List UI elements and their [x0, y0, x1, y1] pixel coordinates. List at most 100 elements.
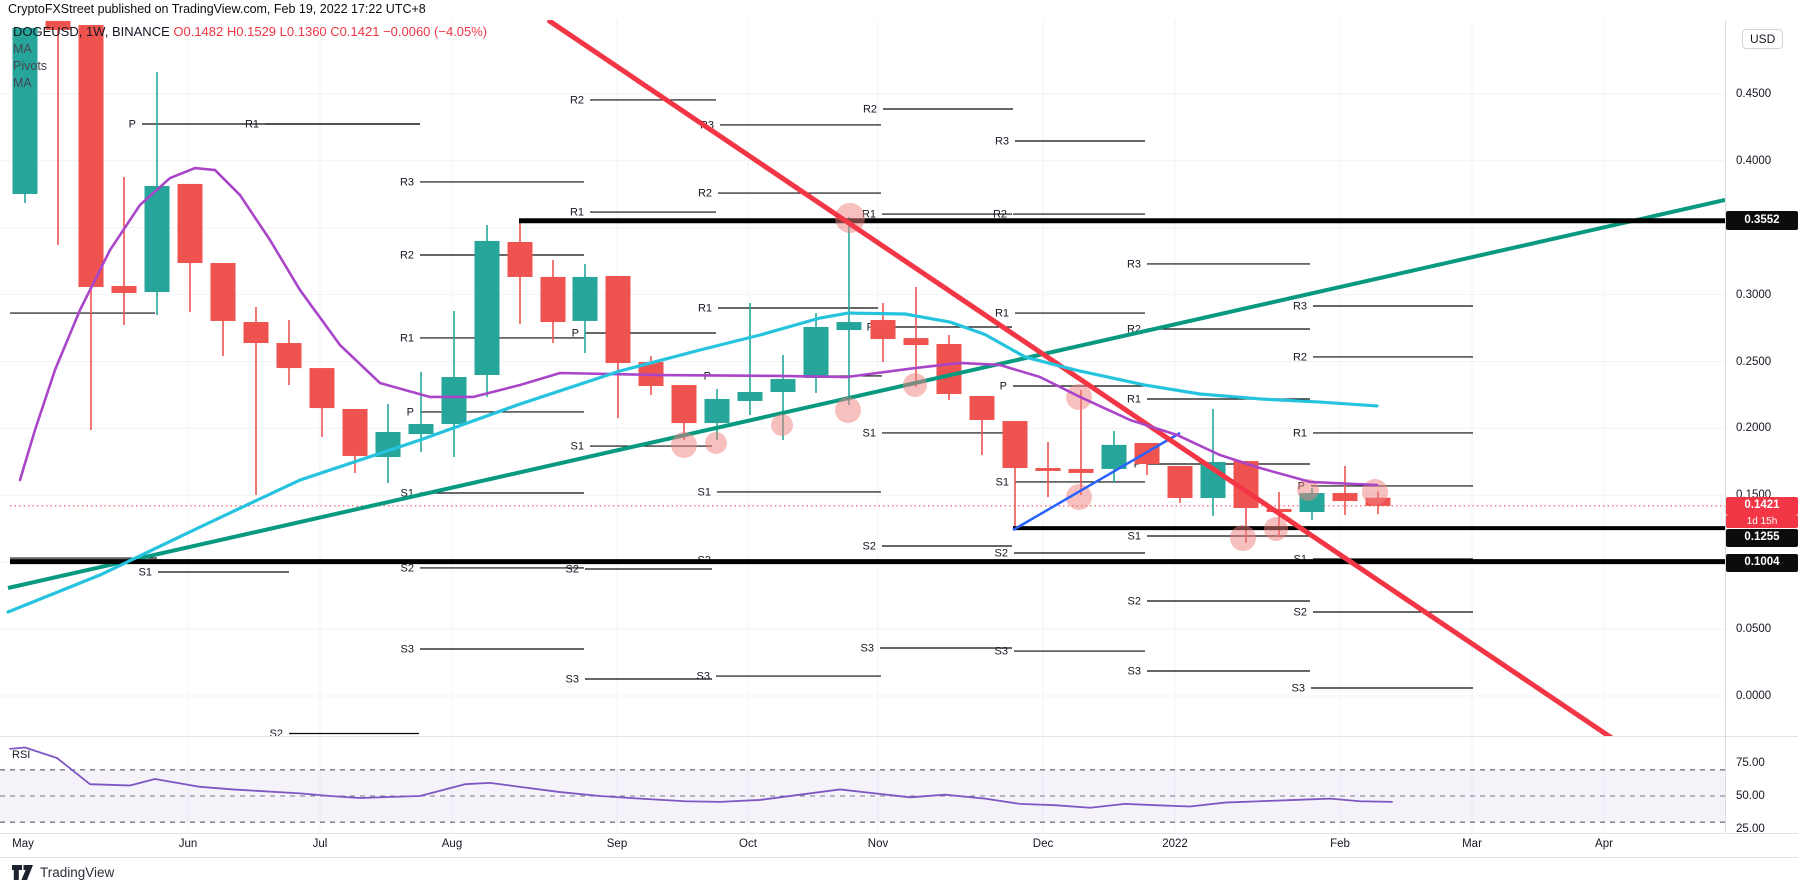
candle-down[interactable] [507, 242, 533, 277]
pivot-label-s2: S2 [995, 547, 1008, 559]
pivot-label-s3: S3 [697, 671, 710, 683]
time-tick-dec: Dec [1032, 838, 1054, 850]
candle-up[interactable] [572, 276, 598, 321]
rsi-line [9, 746, 1393, 809]
pivot-label-s3: S3 [401, 644, 414, 656]
candle-down[interactable] [342, 408, 368, 456]
price-axis[interactable]: 0.4500 0.4000 0.3000 0.2500 0.2000 0.1500 0.05… [1725, 20, 1798, 835]
legend: DOGEUSD, 1W, BINANCE O0.1482 H0.1529 L0.… [13, 24, 487, 91]
touch-marker [671, 432, 697, 458]
pivot-label-s3: S3 [1292, 682, 1305, 694]
candle-down[interactable] [45, 20, 71, 30]
rsi-indicator-label[interactable]: RSI [12, 749, 31, 761]
candle-down[interactable] [605, 276, 631, 363]
candle-up[interactable] [770, 379, 796, 393]
candle-down[interactable] [78, 24, 104, 287]
touch-marker [1264, 517, 1288, 541]
candle-down[interactable] [276, 343, 302, 369]
pivot-label-r1: R1 [245, 119, 259, 131]
candle-down[interactable] [1035, 468, 1061, 471]
pivot-label-s3: S3 [861, 642, 874, 654]
candle-down[interactable] [1068, 468, 1094, 473]
pivot-label-s1: S1 [571, 441, 584, 453]
descending-trendline[interactable] [546, 20, 1631, 751]
pivot-label-s2: S2 [270, 728, 283, 740]
candle-down[interactable] [1002, 421, 1028, 469]
pivot-label-r2: R2 [400, 249, 414, 261]
candle-down[interactable] [111, 286, 137, 293]
candle-down[interactable] [309, 368, 335, 409]
time-tick-jun: Jun [178, 838, 198, 850]
time-axis[interactable]: May Jun Jul Aug Sep Oct Nov Dec 2022 Feb Mar Apr [0, 834, 1725, 857]
pivot-label-p: P [407, 406, 414, 418]
indicator-label-pivots[interactable]: Pivots [13, 59, 48, 73]
indicator-label-ma-1[interactable]: MA [13, 42, 32, 56]
time-tick-may: May [12, 838, 34, 850]
pivot-label-p: P [572, 328, 579, 340]
pivot-label-p: P [867, 321, 874, 333]
candle-up[interactable] [1101, 444, 1127, 469]
pivot-label-s3: S3 [995, 646, 1008, 658]
candle-up[interactable] [12, 27, 38, 194]
candle-up[interactable] [408, 423, 434, 435]
ohlc-open: O0.1482 [173, 24, 224, 39]
pivot-label-r3: R3 [1293, 300, 1307, 312]
candle-down[interactable] [936, 343, 962, 395]
time-tick-apr: Apr [1595, 838, 1613, 850]
price-tick: 0.3000 [1736, 288, 1772, 301]
price-tick: 0.0000 [1736, 690, 1772, 702]
touch-marker [903, 373, 927, 397]
rsi-pane [0, 746, 1725, 823]
ohlc-change: −0.0060 (−4.05%) [383, 24, 488, 39]
blue-trendline[interactable] [1012, 431, 1181, 532]
candle-up[interactable] [704, 398, 730, 424]
time-tick-oct: Oct [739, 838, 757, 850]
candle-down[interactable] [1167, 465, 1193, 498]
candle-up[interactable] [836, 322, 862, 331]
time-tick-mar: Mar [1462, 838, 1482, 850]
pane-divider[interactable] [0, 736, 1798, 737]
candle-down[interactable] [243, 322, 269, 344]
candle-down[interactable] [870, 320, 896, 340]
candle-up[interactable] [737, 392, 763, 401]
candle-down[interactable] [177, 183, 203, 264]
pivot-label-r3: R3 [1127, 258, 1141, 270]
pivot-label-s2: S2 [566, 564, 579, 576]
candle-down[interactable] [671, 385, 697, 424]
time-tick-jul: Jul [312, 838, 328, 850]
time-tick-feb: Feb [1330, 838, 1350, 850]
touch-marker [1066, 484, 1092, 510]
candle-up[interactable] [803, 326, 829, 378]
candle-up[interactable] [441, 377, 467, 424]
candle-down[interactable] [903, 338, 929, 346]
tradingview-logo[interactable]: TradingView [12, 864, 114, 881]
touch-marker [1362, 479, 1388, 505]
pivot-label-s1: S1 [139, 566, 152, 578]
candle-up[interactable] [474, 240, 500, 376]
pivot-label-r1: R1 [1127, 393, 1141, 405]
ohlc-close: C0.1421 [330, 24, 380, 39]
ascending-trendline[interactable] [7, 198, 1725, 590]
candle-down[interactable] [1332, 493, 1358, 502]
pivot-label-r1: R1 [995, 308, 1009, 320]
symbol-title-row[interactable]: DOGEUSD, 1W, BINANCE O0.1482 H0.1529 L0.… [13, 24, 487, 40]
pivot-label-s3: S3 [566, 674, 579, 686]
pivot-label-r3: R3 [400, 176, 414, 188]
candle-down[interactable] [969, 396, 995, 420]
countdown-badge: 1d 15h [1726, 515, 1798, 528]
price-level-badge: 0.1255 [1726, 529, 1798, 547]
touch-marker [1297, 479, 1319, 501]
rsi-scale-tick: 50.00 [1736, 790, 1765, 802]
indicator-label-ma-2[interactable]: MA [13, 76, 32, 90]
touch-marker [835, 203, 865, 233]
candle-down[interactable] [210, 263, 236, 321]
price-tick: 0.4000 [1736, 154, 1772, 167]
candle-down[interactable] [540, 276, 566, 323]
currency-button[interactable]: USD [1742, 29, 1784, 49]
time-tick-nov: Nov [867, 838, 889, 850]
price-tick: 0.0500 [1736, 623, 1772, 636]
candle-up[interactable] [144, 185, 170, 293]
pivot-label-r2: R2 [698, 188, 712, 200]
